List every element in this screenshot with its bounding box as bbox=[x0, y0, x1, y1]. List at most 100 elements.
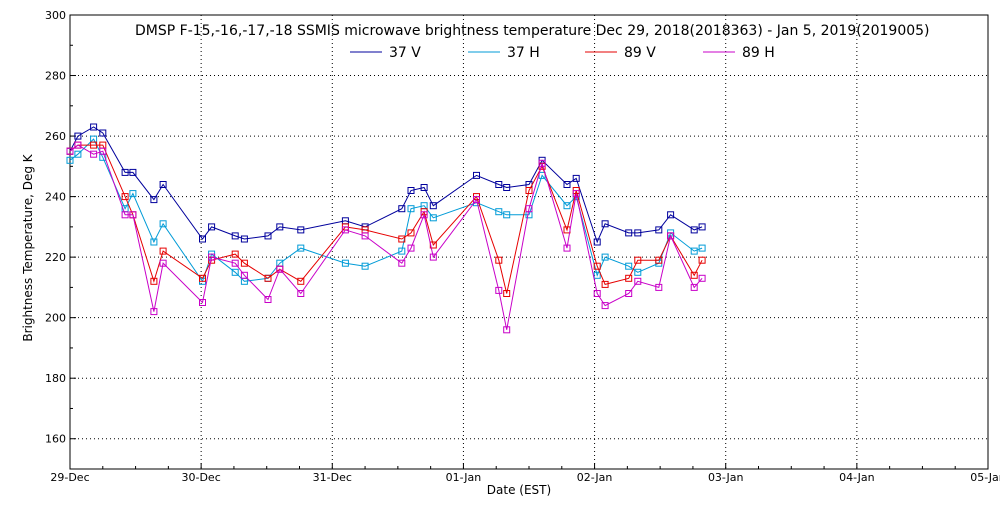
x-tick-label: 02-Jan bbox=[577, 471, 613, 484]
data-point bbox=[159, 220, 167, 228]
x-tick-label: 01-Jan bbox=[446, 471, 482, 484]
data-point bbox=[407, 229, 415, 237]
data-point bbox=[121, 211, 129, 219]
x-tick-label: 03-Jan bbox=[708, 471, 744, 484]
data-point bbox=[297, 244, 305, 252]
data-point bbox=[297, 290, 305, 297]
data-point bbox=[525, 205, 533, 213]
data-point bbox=[563, 202, 571, 210]
data-point bbox=[698, 274, 706, 282]
legend-item: 37 H bbox=[468, 45, 540, 61]
data-point bbox=[563, 244, 571, 252]
data-point bbox=[297, 277, 305, 285]
data-point bbox=[667, 232, 675, 240]
x-tick-label: 29-Dec bbox=[50, 471, 89, 484]
data-point bbox=[66, 147, 74, 155]
data-point bbox=[264, 232, 272, 240]
y-tick-label: 200 bbox=[45, 312, 66, 325]
data-point bbox=[625, 274, 633, 282]
data-point bbox=[429, 202, 437, 210]
data-point bbox=[129, 211, 137, 219]
data-point bbox=[99, 129, 107, 137]
legend-label: 37 H bbox=[507, 45, 540, 61]
data-point bbox=[398, 259, 406, 267]
data-point bbox=[264, 274, 272, 282]
data-point bbox=[159, 259, 167, 267]
data-point bbox=[634, 277, 642, 285]
data-point bbox=[199, 235, 206, 243]
data-point bbox=[407, 187, 415, 194]
data-point bbox=[634, 229, 642, 237]
data-point bbox=[572, 190, 580, 198]
axis-ticks: 29-Dec 30-Dec 31-Dec 01-Jan 02-Jan 03-Jan 04-J… bbox=[45, 9, 1000, 484]
y-tick-label: 220 bbox=[45, 251, 66, 264]
data-point bbox=[625, 262, 633, 270]
data-point bbox=[593, 262, 601, 270]
x-tick-label: 05-Jan bbox=[970, 471, 1000, 484]
data-point bbox=[276, 265, 284, 273]
data-point bbox=[361, 232, 369, 240]
data-point bbox=[593, 271, 601, 279]
legend-item: 89 V bbox=[585, 45, 656, 61]
y-tick-label: 300 bbox=[45, 9, 66, 22]
data-point bbox=[74, 132, 82, 140]
series-layer bbox=[66, 123, 706, 334]
legend-item: 37 V bbox=[350, 45, 421, 61]
data-point bbox=[129, 190, 137, 198]
data-point bbox=[74, 141, 82, 149]
data-point bbox=[429, 253, 437, 261]
data-point bbox=[231, 250, 239, 258]
data-point bbox=[634, 256, 642, 264]
data-point bbox=[525, 187, 533, 194]
data-point bbox=[593, 290, 601, 297]
data-point bbox=[563, 181, 571, 188]
y-tick-label: 260 bbox=[45, 130, 66, 143]
data-point bbox=[150, 238, 158, 246]
data-point bbox=[398, 247, 406, 255]
data-point bbox=[231, 268, 239, 276]
series-line bbox=[69, 144, 703, 330]
data-point bbox=[698, 256, 706, 264]
data-point bbox=[341, 259, 349, 267]
data-point bbox=[698, 223, 706, 231]
x-tick-label: 30-Dec bbox=[182, 471, 221, 484]
data-point bbox=[572, 174, 580, 182]
data-point bbox=[159, 247, 167, 255]
series-37-v bbox=[66, 123, 706, 246]
data-point bbox=[601, 220, 609, 228]
data-point bbox=[473, 196, 480, 204]
data-point bbox=[398, 235, 406, 243]
data-point bbox=[495, 208, 503, 216]
data-point bbox=[503, 211, 511, 219]
data-point bbox=[90, 123, 98, 131]
data-point bbox=[698, 244, 706, 252]
data-point bbox=[240, 235, 248, 243]
legend-label: 89 V bbox=[624, 45, 656, 61]
data-point bbox=[159, 181, 167, 188]
data-point bbox=[601, 253, 609, 261]
plot-frame bbox=[69, 14, 989, 470]
data-point bbox=[655, 256, 663, 264]
series-89-v bbox=[66, 141, 706, 297]
legend-item: 89 H bbox=[703, 45, 775, 61]
data-point bbox=[601, 302, 609, 310]
data-point bbox=[121, 168, 129, 176]
data-point bbox=[150, 308, 158, 316]
data-point bbox=[199, 274, 206, 282]
x-axis-title: Date (EST) bbox=[487, 483, 551, 497]
data-point bbox=[407, 244, 415, 252]
series-89-h bbox=[66, 141, 706, 334]
data-point bbox=[90, 150, 98, 158]
data-point bbox=[503, 184, 511, 191]
data-point bbox=[297, 226, 305, 234]
series-line bbox=[69, 138, 703, 283]
data-point bbox=[420, 184, 428, 191]
y-tick-label: 160 bbox=[45, 433, 66, 446]
data-point bbox=[495, 256, 503, 264]
data-point bbox=[341, 226, 349, 234]
y-axis-title: Brightness Temperature, Deg K bbox=[21, 153, 35, 341]
data-point bbox=[74, 150, 82, 158]
legend-label: 89 H bbox=[742, 45, 775, 61]
